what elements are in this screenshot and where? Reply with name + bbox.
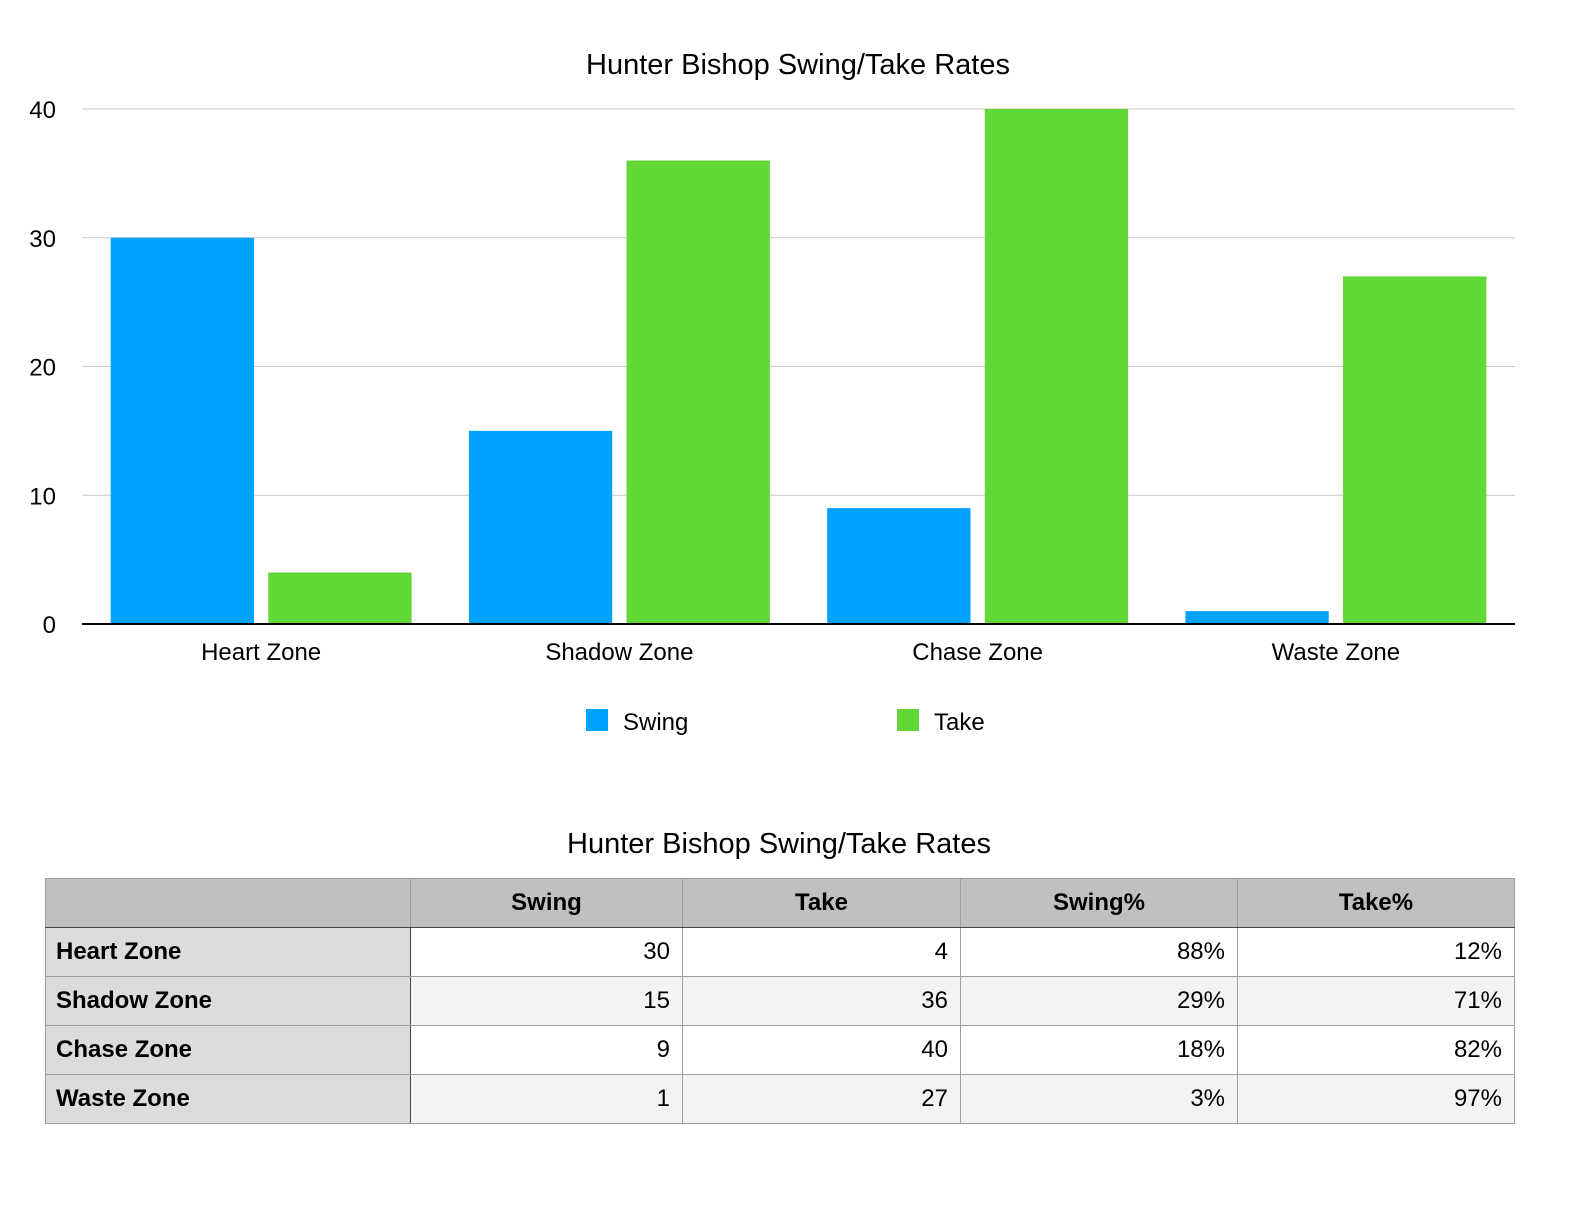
header-swing-pct: Swing%: [960, 878, 1238, 928]
gridlines: [82, 108, 1515, 496]
y-tick-label: 10: [29, 483, 56, 510]
table-cell: 82%: [1237, 1025, 1515, 1075]
table-cell: 18%: [960, 1025, 1238, 1075]
y-tick-label: 0: [43, 612, 56, 639]
bar-swing-waste-zone: [1185, 611, 1329, 624]
y-tick-label: 20: [29, 355, 56, 382]
x-tick-label: Shadow Zone: [545, 639, 693, 666]
table-cell: 12%: [1237, 927, 1515, 977]
bar-take-shadow-zone: [626, 160, 770, 624]
chart-title: Hunter Bishop Swing/Take Rates: [586, 49, 1010, 81]
table-row: Heart Zone 30 4 88% 12%: [45, 927, 1515, 977]
table-cell: 36: [682, 976, 961, 1026]
y-tick-label: 30: [29, 226, 56, 253]
x-axis-ticks: Heart Zone Shadow Zone Chase Zone Waste Zon…: [201, 639, 1400, 666]
table-row: Waste Zone 1 27 3% 97%: [45, 1074, 1515, 1124]
table-cell: 4: [682, 927, 961, 977]
x-tick-label: Chase Zone: [912, 639, 1043, 666]
bar-swing-shadow-zone: [468, 430, 613, 624]
row-label: Chase Zone: [45, 1025, 411, 1075]
header-corner: [45, 878, 411, 928]
row-label: Shadow Zone: [45, 976, 411, 1026]
row-label: Heart Zone: [45, 927, 411, 977]
bar-take-heart-zone: [268, 572, 412, 624]
x-tick-label: Heart Zone: [201, 639, 321, 666]
data-table: Swing Take Swing% Take% Heart Zone 30 4 …: [45, 878, 1515, 1124]
table-cell: 88%: [960, 927, 1238, 977]
header-swing: Swing: [410, 878, 683, 928]
legend-swatch: [586, 709, 608, 731]
table-row: Chase Zone 9 40 18% 82%: [45, 1025, 1515, 1075]
header-take-pct: Take%: [1237, 878, 1515, 928]
bar-chart: Hunter Bishop Swing/Take Rates 0 10 20 30 40…: [29, 49, 1515, 736]
table-cell: 9: [410, 1025, 683, 1075]
table-cell: 1: [410, 1074, 683, 1124]
table-title: Hunter Bishop Swing/Take Rates: [567, 828, 991, 860]
legend-label: Swing: [623, 709, 688, 736]
table-cell: 29%: [960, 976, 1238, 1026]
table-cell: 40: [682, 1025, 961, 1075]
bar-swing-heart-zone: [110, 237, 254, 624]
table-cell: 27: [682, 1074, 961, 1124]
header-take: Take: [682, 878, 961, 928]
legend-swatch: [897, 709, 919, 731]
legend-label: Take: [934, 709, 985, 736]
table-row: Shadow Zone 15 36 29% 71%: [45, 976, 1515, 1026]
table-cell: 15: [410, 976, 683, 1026]
bar-take-waste-zone: [1343, 276, 1487, 624]
table-header-row: Swing Take Swing% Take%: [45, 878, 1515, 928]
bar-swing-chase-zone: [827, 508, 971, 624]
table-cell: 97%: [1237, 1074, 1515, 1124]
legend: Swing Take: [586, 709, 985, 736]
table-cell: 30: [410, 927, 683, 977]
table-cell: 71%: [1237, 976, 1515, 1026]
bar-take-chase-zone: [984, 109, 1129, 624]
row-label: Waste Zone: [45, 1074, 411, 1124]
bars: [110, 109, 1487, 624]
table-cell: 3%: [960, 1074, 1238, 1124]
y-tick-label: 40: [29, 97, 56, 124]
x-tick-label: Waste Zone: [1272, 639, 1401, 666]
y-axis-ticks: 0 10 20 30 40: [29, 97, 56, 639]
